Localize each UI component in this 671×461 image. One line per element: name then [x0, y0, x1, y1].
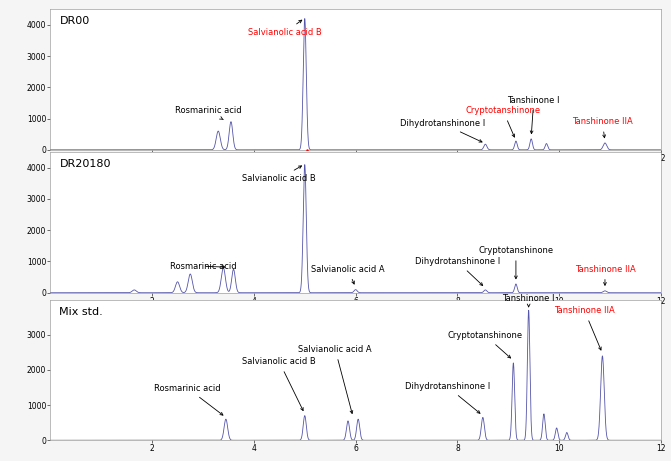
Text: Rosmarinic acid: Rosmarinic acid: [174, 106, 242, 119]
Text: Dihydrotanshinone I: Dihydrotanshinone I: [405, 382, 490, 414]
Text: Tanshinone I: Tanshinone I: [507, 95, 560, 134]
Text: Tanshinone IIA: Tanshinone IIA: [574, 265, 635, 285]
Text: Cryptotanshinone: Cryptotanshinone: [448, 331, 523, 358]
Text: Tanshinone IIA: Tanshinone IIA: [572, 118, 633, 138]
Text: Tanshinone I: Tanshinone I: [503, 294, 555, 307]
Text: Salvianolic acid A: Salvianolic acid A: [299, 345, 372, 414]
Text: Tanshinone IIA: Tanshinone IIA: [554, 307, 615, 350]
Text: DR20180: DR20180: [60, 159, 111, 169]
Text: Salvianolic acid A: Salvianolic acid A: [311, 265, 384, 284]
Text: Salvianolic acid B: Salvianolic acid B: [248, 20, 321, 37]
Text: Cryptotanshinone: Cryptotanshinone: [478, 246, 554, 279]
Text: Salvianolic acid B: Salvianolic acid B: [242, 357, 316, 411]
Text: Salvianolic acid B: Salvianolic acid B: [242, 166, 316, 183]
Text: Dihydrotanshinone I: Dihydrotanshinone I: [399, 119, 484, 142]
Text: Rosmarinic acid: Rosmarinic acid: [154, 384, 223, 415]
Text: Mix std.: Mix std.: [60, 307, 103, 317]
Text: DR00: DR00: [60, 16, 90, 26]
Text: Rosmarinic acid: Rosmarinic acid: [170, 262, 236, 271]
Text: Cryptotanshinone: Cryptotanshinone: [466, 106, 541, 137]
Text: Dihydrotanshinone I: Dihydrotanshinone I: [415, 257, 500, 285]
